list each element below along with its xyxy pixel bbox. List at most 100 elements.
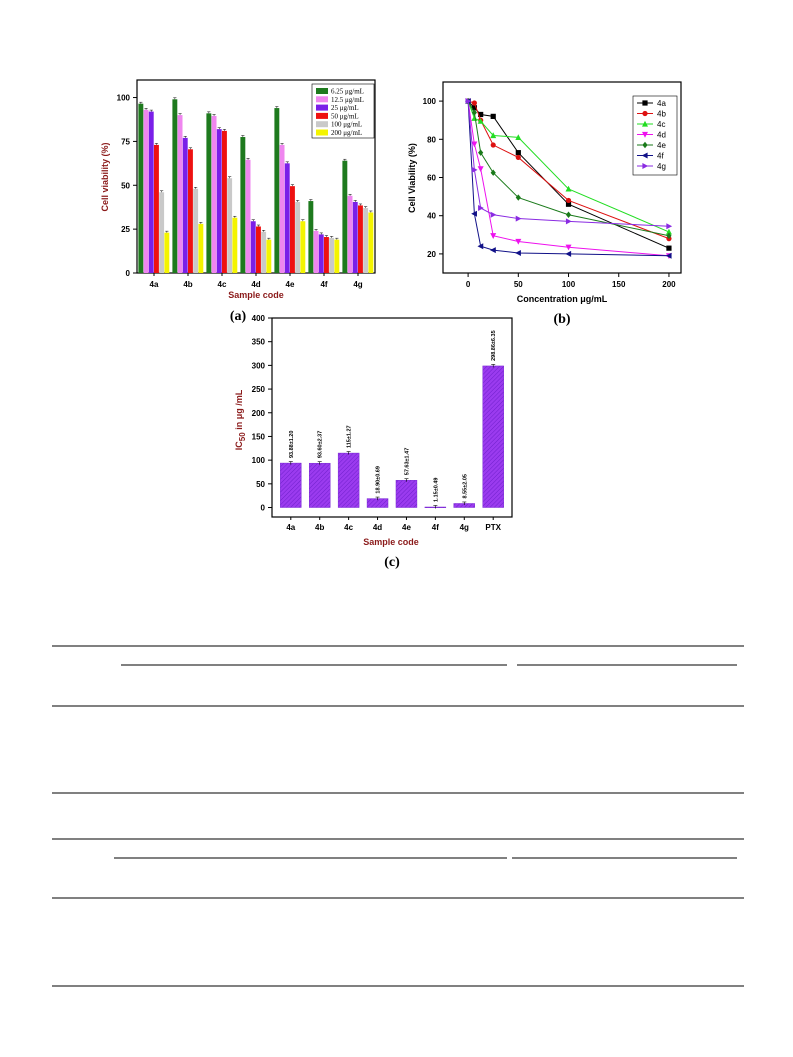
panel-b-x-tick-label: 150 — [612, 280, 626, 289]
panel-a-bar — [308, 201, 314, 273]
panel-b-point — [490, 211, 497, 218]
panel-a-bar — [227, 178, 233, 273]
panel-b-point — [565, 197, 572, 204]
panel-a-bar — [250, 221, 256, 273]
panel-a-legend-entry: 6.25 μg/mL — [331, 88, 364, 96]
panel-a-bar — [261, 231, 267, 273]
panel-a-bars — [138, 97, 374, 273]
panel-c-y-axis-title: IC50 in μg /mL — [234, 389, 247, 450]
panel-a-bar — [352, 201, 358, 273]
panel-b-point — [477, 166, 484, 173]
panel-b-point — [565, 218, 572, 225]
panel-a-bar — [154, 144, 159, 273]
panel-a-y-ticks: 0 25 50 75 100 — [117, 94, 137, 278]
panel-c-label: (c) — [384, 555, 400, 570]
panel-a-legend-entry: 200 μg/mL — [331, 129, 362, 137]
panel-b-y-ticks: 20 40 60 80 100 — [423, 97, 443, 259]
panel-c-x-tick-label: 4g — [460, 523, 469, 532]
panel-b-point — [490, 132, 497, 139]
panel-a-legend-swatch — [316, 121, 328, 128]
panel-a-bar — [300, 221, 306, 273]
panel-a-bar — [222, 130, 227, 273]
panel-c-x-tick-label: PTX — [485, 523, 501, 532]
panel-b-point — [478, 111, 484, 118]
panel-a-bar — [295, 201, 301, 273]
panel-b-x-tick-label: 0 — [466, 280, 471, 289]
panel-b-legend-entry: 4b — [657, 110, 666, 119]
panel-b-point — [471, 210, 477, 217]
panel-a-x-ticks: 4a 4b 4c 4d 4e 4f 4g — [150, 273, 363, 289]
panel-b-point — [471, 105, 477, 111]
panel-a-bar — [198, 223, 204, 273]
panel-a-y-tick-label: 75 — [121, 137, 130, 146]
panel-c-y-ticks: 0 50 100 150 200 250 300 350 400 — [252, 314, 272, 513]
panel-b-point — [642, 100, 648, 106]
panel-b-point — [515, 134, 522, 140]
panel-b-legend-entry: 4g — [657, 162, 666, 171]
panel-b-y-tick-label: 80 — [427, 135, 436, 144]
panel-c-data-label: 18.90±0.69 — [376, 466, 382, 494]
panel-c-x-axis-title: Sample code — [363, 537, 419, 547]
panel-c-x-tick-label: 4c — [344, 523, 353, 532]
panel-c-y-tick-label: 200 — [252, 409, 266, 418]
panel-b-point — [478, 205, 484, 212]
panel-a-bar — [188, 149, 193, 273]
panel-b-point — [565, 185, 572, 192]
panel-a-bar — [206, 113, 212, 273]
panel-a-bar — [143, 109, 149, 273]
panel-b-point — [465, 98, 472, 105]
panel-b-point — [515, 154, 521, 161]
panel-b-point — [471, 115, 478, 121]
panel-b-point — [565, 250, 572, 257]
panel-c-y-tick-label: 250 — [252, 385, 266, 394]
panel-b-point — [665, 228, 672, 235]
panel-c-y-tick-label: 300 — [252, 361, 266, 370]
panel-a-legend-entry: 50 μg/mL — [331, 112, 359, 120]
panel-a-legend-entry: 100 μg/mL — [331, 121, 362, 129]
panel-a-x-tick-label: 4c — [218, 280, 227, 289]
panel-a-legend-entry: 25 μg/mL — [331, 104, 359, 112]
panel-a-bar — [334, 239, 340, 273]
panel-a-chart: 0 25 50 75 100 4a 4b 4c 4d 4e 4f 4g 6.25 μg/mL12.5… — [100, 79, 376, 324]
panel-a-bar — [193, 188, 199, 273]
panel-c-x-tick-label: 4b — [315, 523, 324, 532]
panel-a-y-axis-title: Cell viability (%) — [100, 142, 110, 211]
panel-b-point — [471, 141, 478, 148]
panel-a-bar — [284, 163, 290, 273]
panel-a-bar — [318, 234, 324, 273]
panel-b-point — [565, 244, 572, 251]
panel-a-legend-entry: 12.5 μg/mL — [331, 96, 364, 104]
panel-a-bar — [279, 144, 285, 273]
panel-b-point — [478, 149, 484, 156]
panel-c-data-label: 1.15±0.49 — [433, 478, 439, 502]
panel-b-legend-box — [632, 95, 678, 176]
panel-b-point — [490, 169, 496, 176]
panel-a-y-tick-label: 100 — [117, 94, 131, 103]
panel-a-x-tick-label: 4g — [353, 280, 362, 289]
panel-a-bar — [256, 226, 261, 273]
panel-c-bar — [309, 462, 331, 508]
panel-b-point — [642, 163, 649, 169]
panel-c-plot-frame — [271, 317, 513, 518]
panel-b-legend-entry: 4d — [657, 131, 666, 140]
panel-b-point — [666, 245, 672, 251]
panel-b-label: (b) — [553, 312, 570, 327]
panel-a-bar — [342, 160, 348, 273]
panel-b-point — [490, 113, 496, 119]
panel-a-y-tick-label: 50 — [121, 181, 130, 190]
panel-a-bar — [274, 108, 280, 273]
panel-b-lines — [464, 97, 673, 260]
panel-b-point — [471, 109, 477, 116]
panel-a-bar — [159, 192, 165, 273]
panel-c-data-label: 93.88±1.20 — [289, 431, 295, 459]
panel-a-x-tick-label: 4d — [251, 280, 260, 289]
panel-c-data-label: 115±1.27 — [347, 425, 353, 448]
table-rules — [52, 645, 744, 987]
panel-b-point — [642, 141, 648, 149]
panel-a-bar — [347, 195, 353, 273]
panel-b-y-tick-label: 40 — [427, 212, 436, 221]
